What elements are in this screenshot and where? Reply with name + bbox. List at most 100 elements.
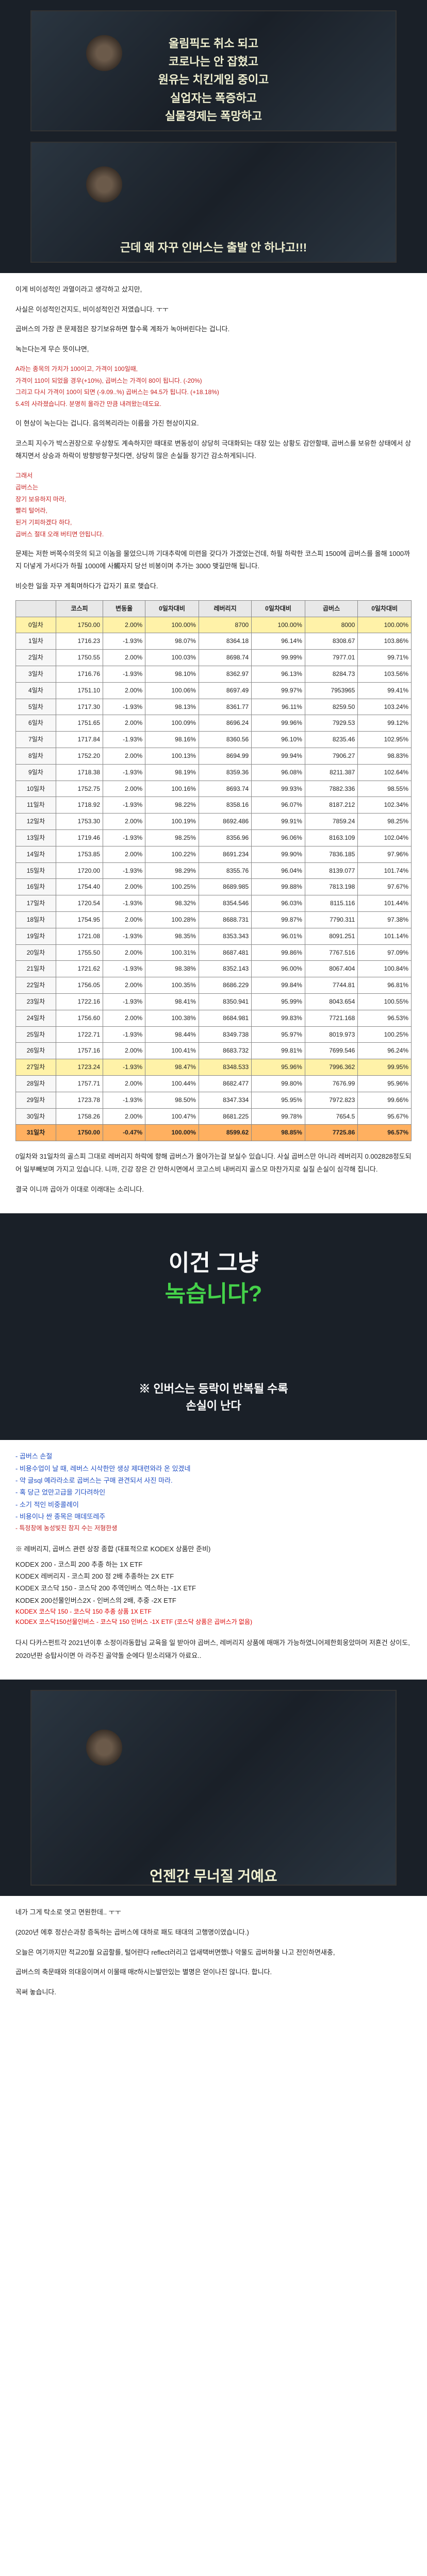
table-cell: 97.67% [358, 879, 412, 895]
table-cell: 102.04% [358, 830, 412, 846]
table-cell: 2.00% [103, 814, 145, 830]
table-cell: 8683.732 [199, 1043, 251, 1059]
table-cell: -1.93% [103, 666, 145, 683]
table-cell: 8697.49 [199, 682, 251, 699]
intro-p5: 이 현상이 녹는다는 겁니다. 음의복리라는 이름을 가진 현상이지요. [15, 417, 412, 430]
footer-p5: 꼭써 놓습니다. [15, 1986, 412, 1999]
table-cell: 99.78% [252, 1108, 305, 1125]
table-cell: 8235.46 [305, 732, 357, 748]
etf-i5: KODEX 코스닥 150 - 코스닥 150 추종 상품 1X ETF [15, 1606, 412, 1617]
table-cell: 99.86% [252, 944, 305, 961]
table-cell-day: 6일차 [16, 715, 56, 732]
footer-p1: 네가 그게 탁소로 엿고 면원한데.. ㅜㅜ [15, 1906, 412, 1919]
table-cell: 97.38% [358, 911, 412, 928]
table-row: 13일차1719.46-1.93%98.25%8356.9696.06%8163… [16, 830, 412, 846]
table-cell: 100.25% [145, 879, 199, 895]
table-cell: 95.96% [252, 1059, 305, 1076]
table-row: 0일차1750.002.00%100.00%8700100.00%8000100… [16, 617, 412, 633]
table-cell: -1.93% [103, 961, 145, 977]
table-cell: 96.00% [252, 961, 305, 977]
intro-content: 이게 비이성적인 과열이라고 생각하고 샀지만, 사실은 이성적인건지도, 비이… [0, 273, 427, 1213]
table-cell: 98.50% [145, 1092, 199, 1108]
table-cell: 8211.387 [305, 764, 357, 781]
table-cell-day: 20일차 [16, 944, 56, 961]
table-cell: 98.55% [358, 781, 412, 797]
table-cell: 7906.27 [305, 748, 357, 765]
table-cell: 8693.74 [199, 781, 251, 797]
table-cell: 98.22% [145, 797, 199, 814]
table-cell: 100.00% [145, 1125, 199, 1141]
table-cell: -1.93% [103, 1026, 145, 1043]
table-row: 25일차1722.71-1.93%98.44%8349.73895.97%801… [16, 1026, 412, 1043]
table-cell-day: 14일차 [16, 846, 56, 862]
table-row: 29일차1723.78-1.93%98.50%8347.33495.95%797… [16, 1092, 412, 1108]
table-cell-day: 11일차 [16, 797, 56, 814]
blue-i1: - 곱버스 손절 [15, 1450, 412, 1462]
table-cell: 8349.738 [199, 1026, 251, 1043]
table-cell: 1756.05 [56, 977, 103, 994]
table-cell: 1718.92 [56, 797, 103, 814]
table-cell: 1751.65 [56, 715, 103, 732]
table-cell: 101.74% [358, 862, 412, 879]
table-cell: 7977.01 [305, 650, 357, 666]
table-cell: 98.38% [145, 961, 199, 977]
table-cell: -1.93% [103, 699, 145, 715]
table-cell: 1722.71 [56, 1026, 103, 1043]
table-cell: 103.56% [358, 666, 412, 683]
table-cell: 102.64% [358, 764, 412, 781]
hero-image-3: 언젠간 무너질 거예요 [0, 1680, 427, 1896]
table-cell: 7744.81 [305, 977, 357, 994]
table-cell: 2.00% [103, 682, 145, 699]
table-cell: 100.16% [145, 781, 199, 797]
table-cell: 99.71% [358, 650, 412, 666]
intro-p3: 곱버스의 가장 큰 문제점은 장기보유하면 할수록 계좌가 녹아버린다는 겁니다… [15, 323, 412, 336]
table-cell: 98.13% [145, 699, 199, 715]
table-cell-day: 31일차 [16, 1125, 56, 1141]
table-cell: 8355.76 [199, 862, 251, 879]
intro-p2: 사실은 이성적인건지도, 비이성적인건 저였습니다. ㅜㅜ [15, 303, 412, 316]
table-cell-day: 3일차 [16, 666, 56, 683]
table-row: 30일차1758.262.00%100.47%8681.22599.78%765… [16, 1108, 412, 1125]
table-cell-day: 28일차 [16, 1075, 56, 1092]
table-cell: 97.96% [358, 846, 412, 862]
table-cell: 7721.168 [305, 1010, 357, 1026]
table-cell: 8362.97 [199, 666, 251, 683]
table-cell: 8354.546 [199, 895, 251, 912]
scene-2-caption: 근데 왜 자꾸 인버스는 출발 안 하냐고!!! [120, 239, 307, 257]
table-cell-day: 10일차 [16, 781, 56, 797]
table-cell: 8688.731 [199, 911, 251, 928]
table-cell: 1717.30 [56, 699, 103, 715]
table-cell: 98.16% [145, 732, 199, 748]
table-cell: 98.44% [145, 1026, 199, 1043]
table-cell: 8019.973 [305, 1026, 357, 1043]
table-cell: 8684.981 [199, 1010, 251, 1026]
table-cell: -1.93% [103, 830, 145, 846]
table-cell-day: 16일차 [16, 879, 56, 895]
table-cell: 98.85% [252, 1125, 305, 1141]
table-cell: 7836.185 [305, 846, 357, 862]
blue-i3: - 약 글sql 예라라소로 곱버스는 구매 관견되서 사진 마라. [15, 1475, 412, 1486]
table-cell: 1757.71 [56, 1075, 103, 1092]
table-cell: 99.97% [252, 682, 305, 699]
img3-caption: 언젠간 무너질 거예요 [0, 1865, 427, 1886]
etf-i2: KODEX 레버리지 - 코스피 200 정 2배 추종하는 2X ETF [15, 1570, 412, 1582]
table-cell: 100.13% [145, 748, 199, 765]
table-cell: 2.00% [103, 1043, 145, 1059]
table-cell: 1750.00 [56, 617, 103, 633]
table-cell-day: 4일차 [16, 682, 56, 699]
table-cell: 96.11% [252, 699, 305, 715]
etf-i4: KODEX 200선물인버스2X - 인버스의 2배, 추중 -2X ETF [15, 1595, 412, 1606]
intro-p1: 이게 비이성적인 과열이라고 생각하고 샀지만, [15, 283, 412, 296]
intro-p6: 코스피 지수가 박스권장으로 우상향도 계속하지만 때대로 변동성이 상당히 극… [15, 437, 412, 463]
table-cell: 1718.38 [56, 764, 103, 781]
table-row: 10일차1752.752.00%100.16%8693.7499.93%7882… [16, 781, 412, 797]
etf-i6: KODEX 코스닥150선물인버스 - 코스닥 150 인버스 -1X ETF … [15, 1617, 412, 1627]
table-cell: 100.06% [145, 682, 199, 699]
table-cell: 1758.26 [56, 1108, 103, 1125]
table-row: 18일차1754.952.00%100.28%8688.73199.87%779… [16, 911, 412, 928]
table-cell: 1721.62 [56, 961, 103, 977]
table-cell: 8599.62 [199, 1125, 251, 1141]
table-cell: 98.29% [145, 862, 199, 879]
table-cell-day: 19일차 [16, 928, 56, 944]
table-cell: 1717.84 [56, 732, 103, 748]
